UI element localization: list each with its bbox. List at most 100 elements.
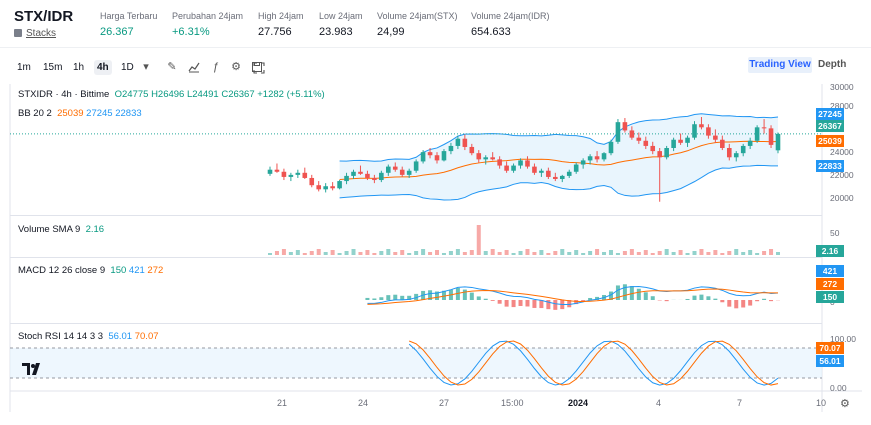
timeframe-1h[interactable]: 1h bbox=[73, 62, 85, 73]
timeframe-1d[interactable]: 1D bbox=[121, 62, 134, 73]
macd-histogram-bar bbox=[567, 300, 572, 308]
stat-high-24h: High 24jam 27.756 bbox=[258, 11, 304, 38]
bb-lower-line bbox=[339, 164, 779, 201]
candle-body bbox=[706, 127, 711, 136]
volume-bar bbox=[323, 252, 328, 255]
candle-body bbox=[379, 172, 384, 181]
macd-hist-tag: 150 bbox=[816, 291, 844, 303]
last-price-tag: 26367 bbox=[816, 120, 844, 132]
volume-bar bbox=[741, 252, 746, 255]
volume-bar bbox=[469, 250, 474, 255]
candle-body bbox=[608, 141, 614, 154]
depth-tab[interactable]: Depth bbox=[818, 59, 847, 70]
volume-bar bbox=[428, 252, 433, 255]
candle-body bbox=[657, 151, 662, 158]
candle-body bbox=[295, 172, 301, 175]
volume-bar bbox=[532, 252, 537, 255]
candle-body bbox=[587, 156, 593, 161]
bb-lower-tag: 22833 bbox=[816, 160, 844, 172]
price-axis-label: 24000 bbox=[830, 147, 854, 157]
macd-histogram-bar bbox=[476, 296, 481, 300]
fullscreen-icon[interactable] bbox=[253, 61, 265, 74]
macd-histogram-bar bbox=[462, 289, 467, 300]
macd-histogram-bar bbox=[393, 294, 398, 300]
pane-divider[interactable] bbox=[10, 215, 822, 216]
stoch-axis-label: 0.00 bbox=[830, 383, 847, 393]
candle-body bbox=[692, 124, 697, 138]
candle-body bbox=[490, 157, 495, 160]
volume-bar bbox=[546, 253, 551, 255]
timeframe-1m[interactable]: 1m bbox=[17, 62, 31, 73]
timeframe-4h[interactable]: 4h bbox=[94, 60, 112, 75]
date-axis-label: 24 bbox=[358, 398, 369, 408]
macd-histogram-bar bbox=[483, 298, 488, 300]
macd-histogram-bar bbox=[636, 288, 641, 300]
chevron-down-icon[interactable]: ▾ bbox=[143, 61, 149, 73]
macd-histogram-bar bbox=[581, 300, 586, 301]
tradingview-logo-icon[interactable] bbox=[22, 363, 44, 378]
volume-bar bbox=[435, 250, 440, 255]
date-axis-label: 27 bbox=[439, 398, 450, 408]
volume-bar bbox=[727, 251, 732, 255]
volume-bar bbox=[769, 249, 774, 255]
volume-bar bbox=[295, 250, 300, 255]
indicator-icon[interactable] bbox=[188, 61, 200, 73]
macd-histogram-bar bbox=[539, 300, 544, 309]
candle-body bbox=[518, 160, 523, 166]
volume-bar bbox=[490, 249, 495, 255]
macd-histogram-bar bbox=[455, 288, 460, 300]
pane-divider[interactable] bbox=[10, 323, 822, 324]
function-icon[interactable]: ƒ bbox=[212, 61, 220, 73]
settings-icon[interactable]: ⚙ bbox=[231, 61, 241, 73]
candle-body bbox=[448, 145, 454, 152]
volume-bar bbox=[351, 249, 356, 255]
coin-name-link[interactable]: Stacks bbox=[26, 28, 57, 39]
volume-bar bbox=[274, 251, 279, 255]
candle-body bbox=[455, 138, 461, 146]
volume-bar bbox=[615, 253, 620, 255]
macd-histogram-bar bbox=[734, 300, 739, 309]
pencil-icon[interactable]: ✎ bbox=[167, 61, 177, 73]
macd-histogram-bar bbox=[762, 298, 767, 300]
volume-bar bbox=[706, 252, 711, 255]
volume-bar bbox=[755, 253, 760, 255]
bb-mid-tag: 25039 bbox=[816, 135, 844, 147]
candle-body bbox=[337, 181, 342, 189]
macd-histogram-bar bbox=[469, 292, 474, 300]
candle-body bbox=[462, 138, 468, 147]
candle-body bbox=[643, 140, 649, 146]
macd-histogram-bar bbox=[615, 285, 620, 300]
candle-body bbox=[553, 176, 558, 179]
volume-bar bbox=[441, 253, 446, 255]
macd-histogram-bar bbox=[692, 295, 697, 300]
candle-body bbox=[629, 130, 635, 138]
macd-histogram-bar bbox=[588, 297, 593, 300]
candle-body bbox=[406, 170, 412, 175]
candle-body bbox=[281, 171, 287, 177]
volume-bar bbox=[539, 250, 544, 255]
chart-settings-icon[interactable]: ⚙ bbox=[840, 398, 850, 410]
macd-histogram-bar bbox=[365, 297, 370, 300]
macd-histogram-bar bbox=[685, 298, 690, 300]
candle-body bbox=[399, 169, 405, 175]
macd-histogram-bar bbox=[755, 300, 760, 302]
volume-bar bbox=[407, 253, 412, 255]
candle-body bbox=[761, 127, 767, 129]
macd-histogram-bar bbox=[525, 300, 530, 307]
macd-histogram-bar bbox=[643, 292, 648, 300]
candle-body bbox=[434, 155, 440, 161]
candle-body bbox=[747, 140, 753, 146]
trading-view-tab[interactable]: Trading View bbox=[748, 57, 812, 73]
candle-body bbox=[392, 166, 398, 170]
macd-histogram-bar bbox=[497, 300, 502, 304]
candle-body bbox=[504, 165, 509, 171]
candle-body bbox=[720, 139, 725, 148]
stat-change-24h: Perubahan 24jam +6.31% bbox=[172, 11, 244, 38]
candle-body bbox=[358, 171, 363, 174]
pane-divider[interactable] bbox=[10, 257, 822, 258]
volume-bar bbox=[643, 250, 648, 255]
candle-body bbox=[622, 122, 628, 131]
timeframe-15m[interactable]: 15m bbox=[43, 62, 63, 73]
volume-bar bbox=[330, 250, 335, 255]
